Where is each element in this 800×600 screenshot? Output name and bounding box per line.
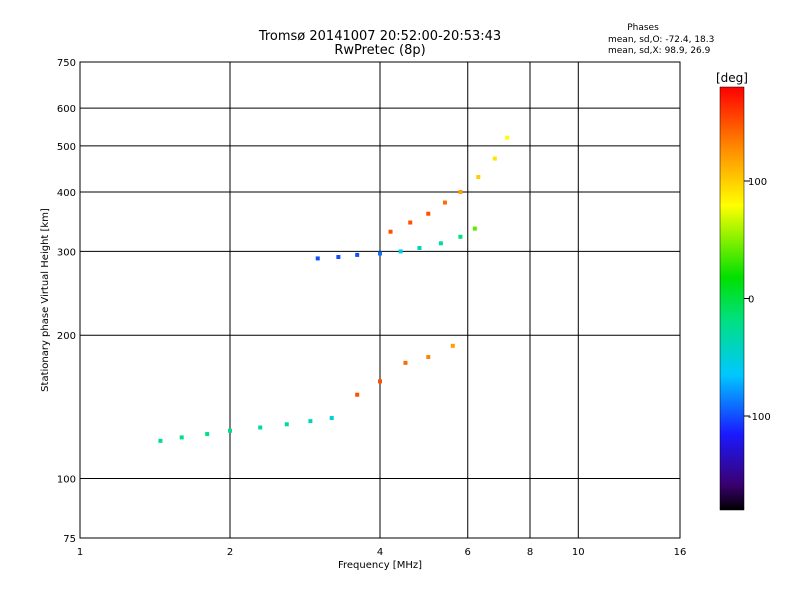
data-point [205,432,210,437]
data-point [450,343,455,348]
data-point [426,355,431,360]
x-tick-label: 10 [572,547,585,558]
data-point [308,419,313,424]
x-tick-label: 4 [377,547,383,558]
colorbar-tick-label: 100 [748,177,767,188]
data-point [258,425,263,430]
y-tick-label: 600 [57,104,76,115]
x-axis-label: Frequency [MHz] [338,560,422,571]
x-tick-label: 8 [527,547,533,558]
data-point [378,379,382,384]
data-point [228,428,232,433]
y-tick-label: 200 [57,331,76,342]
data-point [458,189,463,194]
data-point [315,256,320,261]
phase-legend-x: mean, sd,X: 98.9, 26.9 [608,46,711,56]
y-tick-label: 75 [63,534,76,545]
chart-subtitle: RwPretec (8p) [334,43,425,58]
data-point [505,135,510,140]
data-point [388,229,393,234]
data-point [329,416,334,421]
data-point [179,435,184,440]
grid-lines [80,62,680,538]
y-axis-label: Stationary phase Virtual Height [km] [40,208,51,392]
data-point [438,241,443,246]
data-point [426,211,431,216]
chart-title: Tromsø 20141007 20:52:00-20:53:43 [258,29,501,44]
colorbar-label: [deg] [716,71,748,85]
y-tick-label: 300 [57,247,76,258]
y-tick-label: 500 [57,142,76,153]
data-point [336,255,341,260]
data-point [442,200,447,205]
data-point [408,220,413,225]
data-point [417,246,422,251]
x-axis-ticks: 1 2 4 6 8 10 16 [77,547,687,558]
data-point [472,226,477,231]
x-tick-label: 1 [77,547,83,558]
data-point [476,174,481,179]
data-point [398,249,403,254]
phase-legend-title: Phases [627,23,659,33]
x-tick-label: 16 [674,547,687,558]
colorbar-tick-label: -100 [748,412,771,423]
x-tick-label: 2 [227,547,233,558]
x-tick-label: 6 [465,547,471,558]
data-point [355,252,360,257]
colorbar-ticks: 100 0 -100 [744,177,771,423]
scatter-points [158,135,510,443]
data-point [378,251,382,256]
y-tick-label: 750 [57,58,76,69]
phase-legend-o: mean, sd,O: -72.4, 18.3 [608,35,714,45]
colorbar [719,86,745,511]
y-tick-label: 100 [57,475,76,486]
data-point [355,392,360,397]
data-point [492,156,497,161]
data-point [158,438,163,443]
y-tick-label: 400 [57,188,76,199]
colorbar-tick-label: 0 [748,295,754,306]
y-axis-ticks: 75 100 200 300 400 500 600 750 [57,58,76,545]
data-point [403,360,408,365]
data-point [458,234,463,239]
data-point [284,422,289,427]
